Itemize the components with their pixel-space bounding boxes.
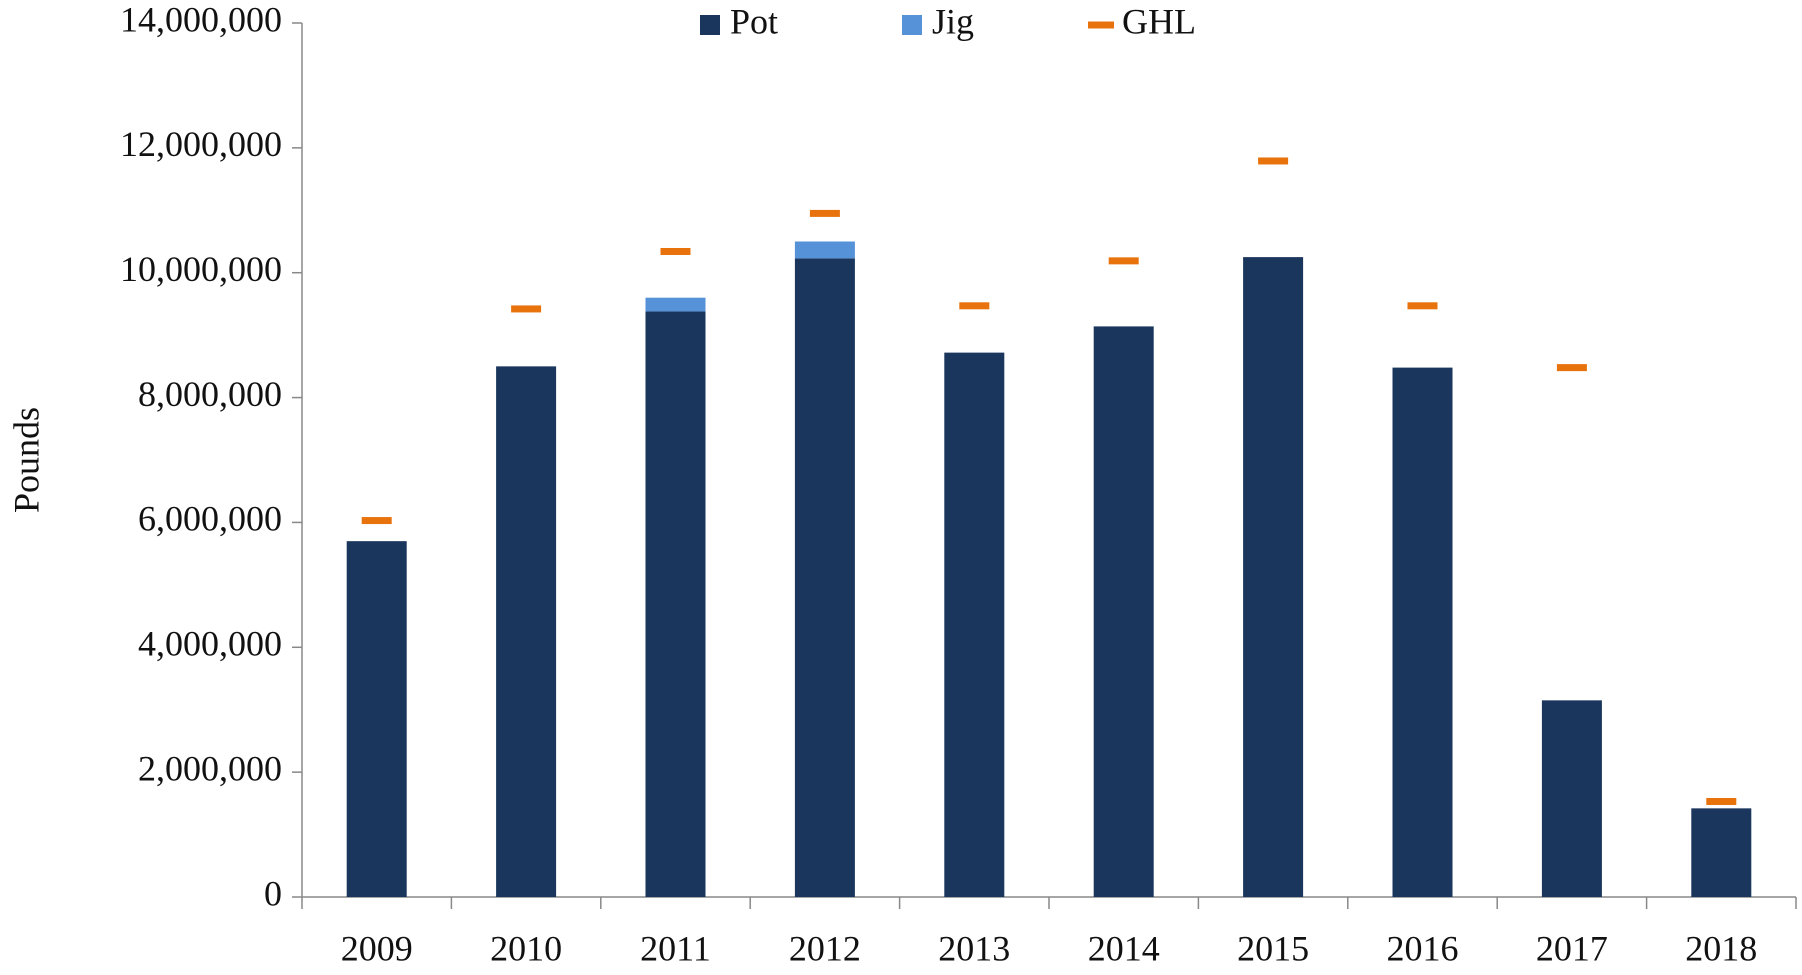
bar-segment xyxy=(794,241,855,259)
bar-segment xyxy=(346,541,407,897)
y-tick-label: 8,000,000 xyxy=(138,374,282,414)
bar-segment xyxy=(1093,326,1154,898)
bar-segment xyxy=(1691,808,1752,897)
x-tick-label: 2017 xyxy=(1536,928,1608,968)
ghl-marker xyxy=(1108,257,1139,265)
ghl-marker xyxy=(1706,797,1737,805)
legend-swatch xyxy=(1088,21,1114,29)
bar-segment xyxy=(1541,700,1602,897)
bar-segment xyxy=(496,366,557,897)
y-tick-label: 14,000,000 xyxy=(120,0,282,39)
ghl-marker xyxy=(959,302,990,310)
ghl-marker xyxy=(660,247,691,255)
bar-segment xyxy=(1392,367,1453,897)
ghl-marker xyxy=(1258,157,1289,165)
y-tick-label: 10,000,000 xyxy=(120,249,282,289)
x-tick-label: 2015 xyxy=(1237,928,1309,968)
x-tick-label: 2012 xyxy=(789,928,861,968)
x-tick-label: 2018 xyxy=(1685,928,1757,968)
x-tick-label: 2010 xyxy=(490,928,562,968)
ghl-marker xyxy=(1407,302,1438,310)
ghl-marker xyxy=(1556,364,1587,372)
y-tick-label: 0 xyxy=(264,873,282,913)
bar-segment xyxy=(645,297,706,312)
y-tick-label: 4,000,000 xyxy=(138,624,282,664)
bar-segment xyxy=(1243,257,1304,897)
x-tick-label: 2013 xyxy=(938,928,1010,968)
legend-label: Pot xyxy=(730,1,778,41)
legend-label: Jig xyxy=(932,1,974,41)
ghl-marker xyxy=(809,209,840,217)
x-tick-label: 2016 xyxy=(1387,928,1459,968)
legend-swatch xyxy=(902,15,922,35)
y-axis-label: Pounds xyxy=(6,407,46,513)
y-tick-label: 12,000,000 xyxy=(120,124,282,164)
bar-segment xyxy=(645,311,706,897)
legend-swatch xyxy=(700,15,720,35)
x-tick-label: 2011 xyxy=(640,928,711,968)
ghl-marker xyxy=(511,305,542,313)
x-tick-label: 2009 xyxy=(341,928,413,968)
ghl-marker xyxy=(361,517,392,525)
x-tick-label: 2014 xyxy=(1088,928,1160,968)
y-tick-label: 6,000,000 xyxy=(138,499,282,539)
y-tick-label: 2,000,000 xyxy=(138,748,282,788)
legend-label: GHL xyxy=(1122,1,1196,41)
bar-segment xyxy=(944,352,1005,897)
bar-segment xyxy=(794,258,855,897)
